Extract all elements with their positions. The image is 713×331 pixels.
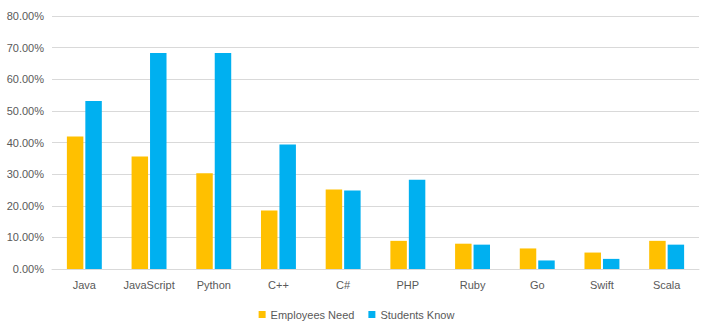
svg-text:Java: Java	[73, 279, 97, 291]
svg-text:10.00%: 10.00%	[7, 231, 45, 243]
svg-text:Python: Python	[197, 279, 231, 291]
svg-text:C#: C#	[336, 279, 351, 291]
svg-text:Go: Go	[530, 279, 545, 291]
svg-text:Ruby: Ruby	[460, 279, 486, 291]
svg-text:40.00%: 40.00%	[7, 137, 45, 149]
svg-text:60.00%: 60.00%	[7, 73, 45, 85]
svg-text:50.00%: 50.00%	[7, 105, 45, 117]
svg-text:30.00%: 30.00%	[7, 168, 45, 180]
svg-text:Employees Need: Employees Need	[271, 309, 355, 321]
svg-text:Swift: Swift	[590, 279, 614, 291]
svg-text:20.00%: 20.00%	[7, 200, 45, 212]
svg-text:Students Know: Students Know	[380, 309, 454, 321]
svg-text:Scala: Scala	[653, 279, 681, 291]
svg-text:0.00%: 0.00%	[13, 263, 44, 275]
svg-text:C++: C++	[268, 279, 289, 291]
svg-text:PHP: PHP	[397, 279, 420, 291]
svg-text:70.00%: 70.00%	[7, 42, 45, 54]
svg-text:JavaScript: JavaScript	[123, 279, 174, 291]
svg-text:80.00%: 80.00%	[7, 10, 45, 22]
